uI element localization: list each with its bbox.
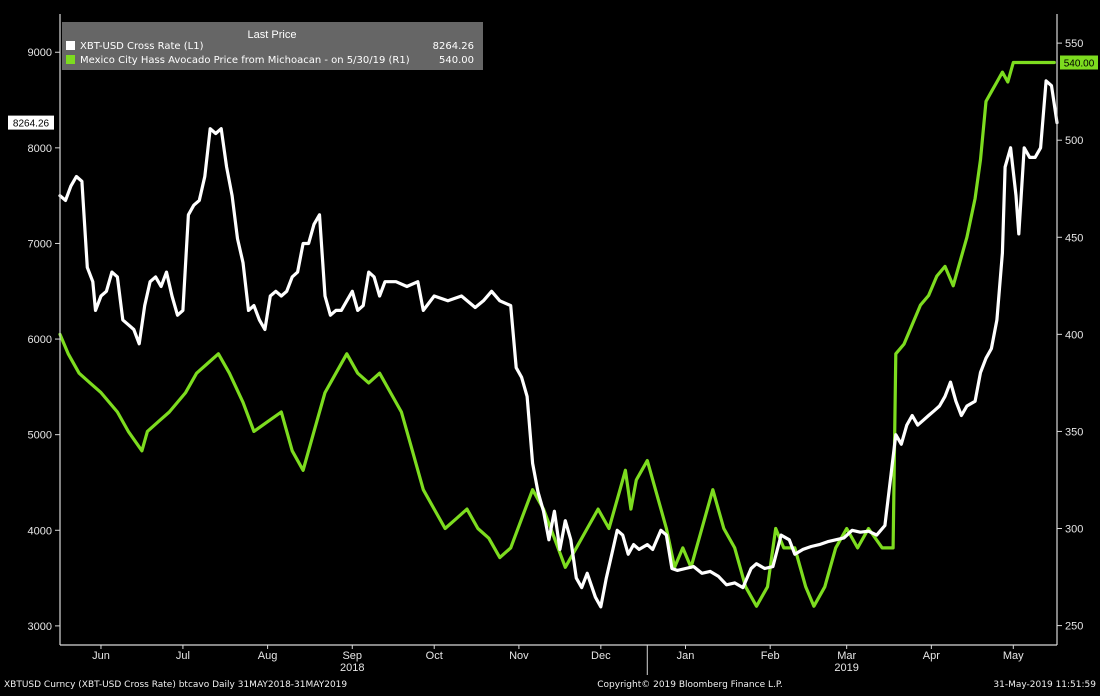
legend-box — [62, 22, 483, 70]
series-line-avocado — [58, 60, 1056, 608]
legend-swatch-avocado — [66, 55, 75, 64]
left-tick-label: 3000 — [28, 621, 52, 633]
x-tick-label: May — [1003, 650, 1024, 662]
right-tick-label: 250 — [1065, 621, 1083, 633]
legend: Last Price XBT-USD Cross Rate (L1) 8264.… — [62, 22, 483, 70]
footer-timestamp: 31-May-2019 11:51:59 — [993, 680, 1096, 690]
x-tick-label: Feb — [761, 650, 780, 662]
x-tick-label: Jul — [176, 650, 190, 662]
right-tick-label: 400 — [1065, 329, 1083, 341]
x-axis-ticks: Jun Jul Aug Sep Oct Nov Dec Jan Feb Mar Apr May 2018… — [92, 645, 1024, 675]
right-last-value-tag: 540.00 — [1060, 55, 1098, 70]
left-last-value-label: 8264.26 — [13, 119, 50, 130]
left-last-value-tag: 8264.26 — [8, 115, 54, 130]
footer-left-text: XBTUSD Curncy (XBT-USD Cross Rate) btcav… — [4, 680, 347, 690]
axes-layer — [59, 14, 1058, 646]
right-tick-label: 550 — [1065, 38, 1083, 50]
left-tick-label: 9000 — [28, 47, 52, 59]
legend-value-xbt: 8264.26 — [433, 41, 474, 52]
left-axis-ticks: 3000 4000 5000 6000 7000 8000 9000 — [28, 47, 60, 633]
right-tick-label: 450 — [1065, 232, 1083, 244]
right-last-value-label: 540.00 — [1064, 59, 1095, 70]
footer: XBTUSD Curncy (XBT-USD Cross Rate) btcav… — [0, 675, 1100, 696]
x-tick-label: Oct — [426, 650, 443, 662]
x-tick-label: Aug — [258, 650, 278, 662]
x-tick-label: Dec — [591, 650, 611, 662]
legend-value-avocado: 540.00 — [439, 55, 474, 66]
x-tick-label: Mar — [837, 650, 856, 662]
footer-copyright: Copyright© 2019 Bloomberg Finance L.P. — [597, 680, 782, 690]
left-tick-label: 5000 — [28, 430, 52, 442]
legend-title: Last Price — [248, 29, 297, 41]
x-year-label: 2018 — [340, 662, 364, 674]
right-tick-label: 300 — [1065, 524, 1083, 536]
legend-label-avocado: Mexico City Hass Avocado Price from Mich… — [80, 55, 410, 66]
left-tick-label: 8000 — [28, 143, 52, 155]
legend-label-xbt: XBT-USD Cross Rate (L1) — [80, 41, 204, 52]
series-line-xbt — [58, 79, 1059, 609]
x-tick-label: Jan — [677, 650, 695, 662]
x-tick-label: Nov — [509, 650, 529, 662]
left-tick-label: 6000 — [28, 334, 52, 346]
x-year-label: 2019 — [834, 662, 858, 674]
left-tick-label: 7000 — [28, 238, 52, 250]
series-layer — [58, 60, 1059, 609]
right-axis-ticks: 250 300 350 400 450 500 550 — [1057, 38, 1083, 633]
right-tick-label: 350 — [1065, 426, 1083, 438]
x-tick-label: Apr — [923, 650, 940, 662]
right-tick-label: 500 — [1065, 135, 1083, 147]
x-tick-label: Jun — [92, 650, 110, 662]
left-tick-label: 4000 — [28, 525, 52, 537]
legend-swatch-xbt — [66, 41, 75, 50]
x-tick-label: Sep — [342, 650, 362, 662]
